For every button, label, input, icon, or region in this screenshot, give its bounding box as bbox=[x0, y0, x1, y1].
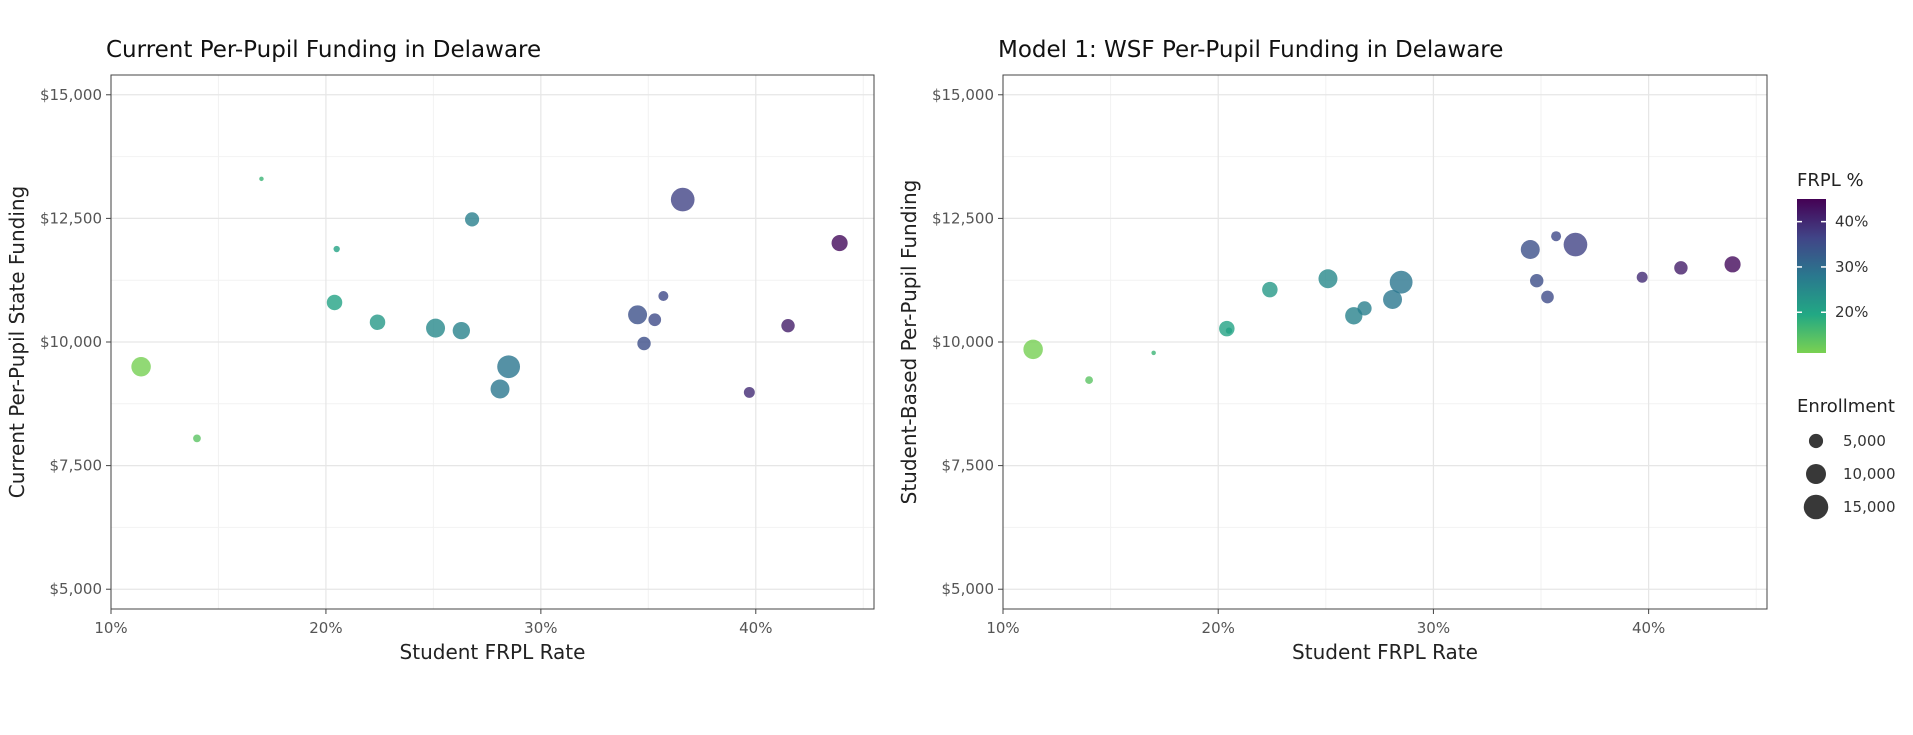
data-point bbox=[637, 336, 651, 351]
color-legend-title: FRPL % bbox=[1797, 170, 1864, 191]
panel-wsf-funding: Model 1: WSF Per-Pupil Funding in Delawa… bbox=[897, 37, 1768, 664]
data-point bbox=[670, 187, 695, 212]
data-point bbox=[1674, 261, 1688, 275]
data-point bbox=[1563, 232, 1588, 257]
data-point bbox=[452, 321, 470, 340]
color-legend-ticks: 20% 30% 40% bbox=[1797, 213, 1868, 321]
data-points bbox=[131, 176, 848, 443]
data-point bbox=[1389, 270, 1413, 294]
data-point bbox=[193, 434, 201, 443]
y-tick-label: $15,000 bbox=[932, 86, 994, 104]
data-point bbox=[1724, 256, 1741, 273]
size-legend-circle bbox=[1806, 464, 1826, 484]
y-axis-ticks: $5,000 $7,500 $10,000 $12,500 $15,000 bbox=[40, 86, 111, 598]
data-point bbox=[781, 318, 795, 333]
x-tick-label: 10% bbox=[94, 619, 127, 637]
data-point bbox=[658, 291, 669, 302]
data-point bbox=[1151, 350, 1156, 356]
data-point bbox=[131, 356, 151, 377]
data-point bbox=[1551, 231, 1562, 242]
grid-lines bbox=[110, 75, 874, 609]
y-axis-ticks: $5,000 $7,500 $10,000 $12,500 $15,000 bbox=[932, 86, 1003, 598]
y-tick-label: $7,500 bbox=[942, 457, 995, 475]
color-tick-label: 40% bbox=[1835, 213, 1868, 231]
x-tick-label: 30% bbox=[1417, 619, 1450, 637]
x-axis-ticks: 10% 20% 30% 40% bbox=[986, 609, 1665, 637]
size-legend-title: Enrollment bbox=[1797, 396, 1895, 417]
data-point bbox=[1023, 339, 1043, 360]
x-tick-label: 10% bbox=[986, 619, 1019, 637]
size-legend-label: 5,000 bbox=[1843, 432, 1886, 450]
y-tick-label: $10,000 bbox=[932, 333, 994, 351]
data-point bbox=[1541, 290, 1554, 304]
data-point bbox=[831, 235, 848, 252]
y-tick-label: $7,500 bbox=[50, 457, 103, 475]
size-legend-label: 10,000 bbox=[1843, 465, 1896, 483]
data-point bbox=[326, 294, 343, 311]
size-legend-circle bbox=[1803, 494, 1829, 520]
y-tick-label: $10,000 bbox=[40, 333, 102, 351]
data-point bbox=[628, 305, 648, 325]
x-tick-label: 20% bbox=[1202, 619, 1235, 637]
y-tick-label: $12,500 bbox=[40, 209, 102, 227]
data-point bbox=[1383, 289, 1403, 309]
x-axis-ticks: 10% 20% 30% 40% bbox=[94, 609, 772, 637]
y-axis-title: Current Per-Pupil State Funding bbox=[5, 186, 29, 499]
data-point bbox=[465, 212, 480, 227]
x-axis-title: Student FRPL Rate bbox=[1292, 640, 1478, 664]
data-point bbox=[1225, 327, 1233, 334]
data-point bbox=[1318, 269, 1338, 289]
panel-current-funding: Current Per-Pupil Funding in Delaware 10… bbox=[5, 37, 875, 664]
size-legend-entries: 5,000 10,000 15,000 bbox=[1803, 432, 1896, 520]
panel-title: Model 1: WSF Per-Pupil Funding in Delawa… bbox=[998, 37, 1503, 63]
y-tick-label: $5,000 bbox=[50, 580, 103, 598]
data-point bbox=[426, 318, 446, 338]
x-tick-label: 40% bbox=[1632, 619, 1665, 637]
y-axis-title: Student-Based Per-Pupil Funding bbox=[897, 180, 921, 505]
data-point bbox=[1357, 301, 1372, 316]
color-tick-label: 20% bbox=[1835, 303, 1868, 321]
color-legend-bar bbox=[1797, 199, 1826, 353]
data-point bbox=[648, 313, 662, 327]
legend: FRPL % 20% 30% 40% Enrollment 5,000 10,000 1… bbox=[1797, 170, 1896, 520]
data-point bbox=[490, 379, 510, 399]
panel-title: Current Per-Pupil Funding in Delaware bbox=[106, 37, 541, 63]
size-legend-label: 15,000 bbox=[1843, 498, 1896, 516]
data-point bbox=[259, 176, 264, 182]
data-point bbox=[1262, 281, 1278, 298]
data-point bbox=[1085, 376, 1093, 384]
data-point bbox=[1530, 273, 1544, 288]
y-tick-label: $5,000 bbox=[942, 580, 995, 598]
data-point bbox=[1520, 240, 1540, 260]
y-tick-label: $15,000 bbox=[40, 86, 102, 104]
x-axis-title: Student FRPL Rate bbox=[400, 640, 586, 664]
data-point bbox=[1345, 307, 1363, 325]
grid-lines bbox=[1002, 75, 1767, 609]
x-tick-label: 20% bbox=[309, 619, 342, 637]
color-tick-label: 30% bbox=[1835, 258, 1868, 276]
data-point bbox=[1636, 271, 1648, 283]
data-point bbox=[333, 245, 340, 253]
x-tick-label: 40% bbox=[739, 619, 772, 637]
data-point bbox=[369, 314, 386, 330]
x-tick-label: 30% bbox=[524, 619, 557, 637]
data-points bbox=[1023, 231, 1741, 384]
y-tick-label: $12,500 bbox=[932, 209, 994, 227]
data-point bbox=[497, 355, 521, 379]
size-legend-circle bbox=[1808, 433, 1824, 449]
data-point bbox=[743, 386, 755, 398]
